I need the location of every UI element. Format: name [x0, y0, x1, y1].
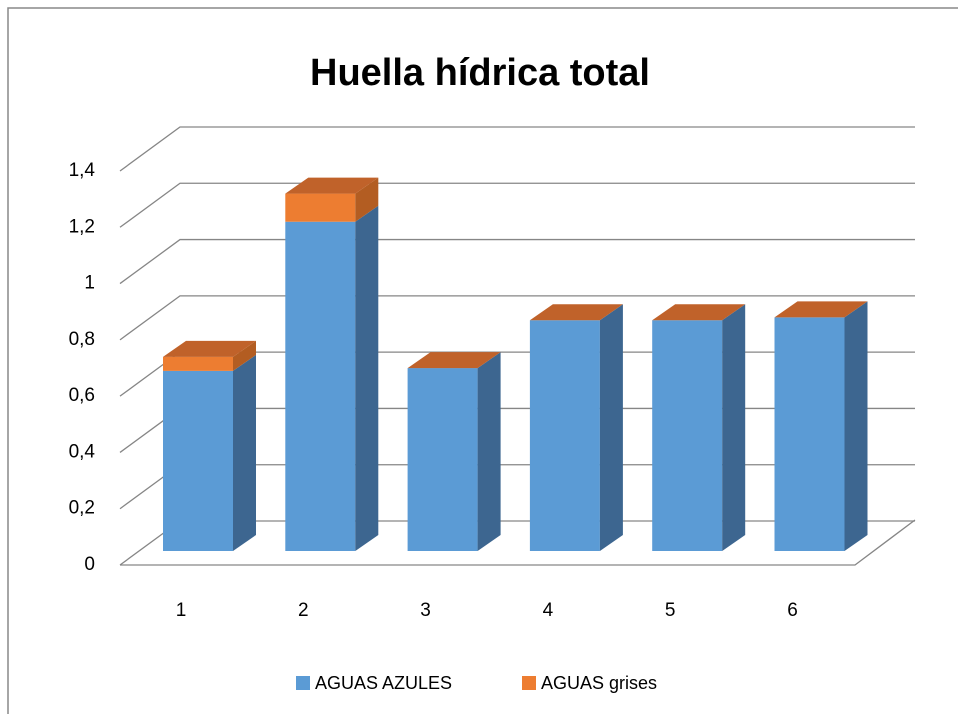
bar [407, 368, 478, 551]
bar-side [477, 352, 501, 551]
bar-top [407, 352, 501, 369]
y-tick-label: 0,2 [69, 498, 95, 519]
legend-label: AGUAS grises [541, 673, 657, 693]
bar-top [652, 304, 746, 321]
bar [529, 320, 600, 551]
bar-side [355, 205, 379, 551]
bar-side [233, 340, 256, 371]
bar-top [529, 304, 623, 321]
bar [285, 193, 356, 222]
bar-top [163, 340, 256, 357]
bar [163, 370, 233, 551]
legend-swatch [296, 676, 310, 690]
y-tick-label: 1 [84, 273, 95, 294]
chart-title: Huella hídrica total [310, 52, 650, 94]
y-tick-label: 0,4 [69, 441, 96, 462]
y-tick-label: 1,2 [69, 216, 95, 237]
bar-top [285, 177, 379, 194]
grid-line [119, 238, 915, 285]
grid-line [119, 295, 915, 341]
x-tick-label: 5 [665, 600, 676, 621]
grid-line [119, 182, 915, 228]
x-tick-label: 6 [787, 600, 798, 621]
x-tick-label: 1 [176, 600, 187, 621]
bar-side [844, 301, 868, 551]
bar [774, 317, 845, 551]
x-tick-label: 2 [298, 600, 309, 621]
legend-swatch [522, 676, 536, 690]
bar-side [599, 304, 623, 551]
bar-side [722, 304, 746, 551]
y-tick-label: 0,8 [69, 329, 95, 350]
y-tick-label: 0,6 [69, 385, 95, 406]
legend-label: AGUAS AZULES [315, 673, 452, 693]
bar-top [774, 301, 868, 318]
bar [652, 320, 723, 551]
floor [120, 519, 916, 566]
y-tick-label: 1,4 [69, 160, 96, 181]
x-tick-label: 4 [543, 600, 554, 621]
bar [163, 356, 233, 371]
bar-side [233, 354, 256, 551]
bar [285, 221, 356, 551]
x-tick-label: 3 [420, 600, 431, 621]
bar-side [355, 177, 379, 222]
grid-line [119, 126, 915, 172]
y-tick-label: 0 [84, 554, 95, 575]
